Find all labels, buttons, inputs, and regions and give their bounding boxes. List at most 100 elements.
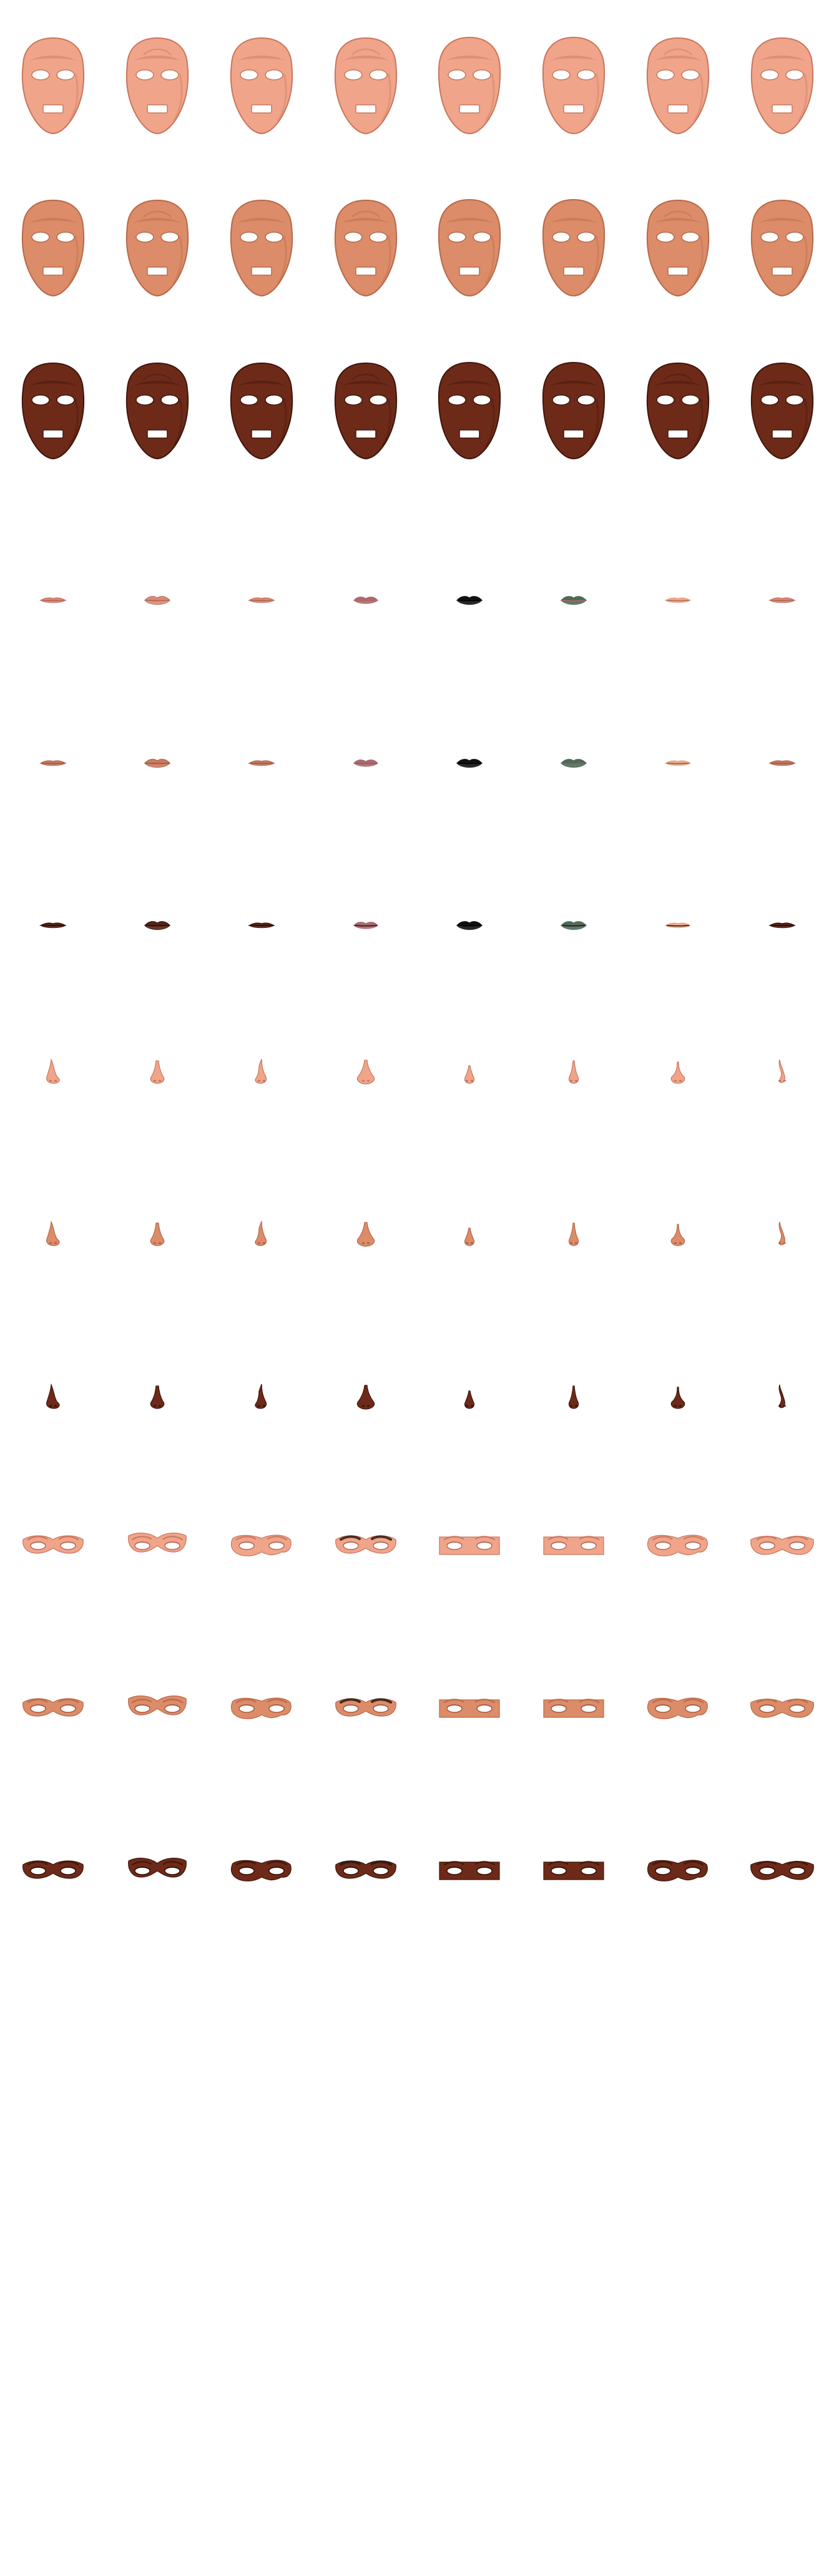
face-tile — [21, 361, 86, 460]
nose-shape — [356, 1222, 375, 1247]
mouth-hole — [355, 266, 376, 276]
nose-shape — [464, 1390, 475, 1409]
lips-graphic — [248, 597, 275, 603]
lips-shape — [456, 596, 483, 605]
lips-graphic — [560, 759, 587, 768]
nose-tile — [667, 1221, 689, 1248]
nose-shape — [670, 1387, 685, 1409]
mouth-hole — [667, 266, 689, 276]
lips-shape — [456, 759, 483, 768]
face-mask — [750, 199, 814, 297]
nose-tile — [146, 1221, 169, 1248]
nose-graphic — [255, 1221, 267, 1246]
lips-tile — [560, 757, 587, 769]
lips-shape — [768, 597, 796, 603]
nose-graphic — [464, 1227, 475, 1246]
lips-tile — [144, 757, 171, 769]
lips-tile — [768, 757, 796, 769]
nose-shape — [255, 1383, 267, 1409]
nose-shape — [356, 1385, 375, 1410]
eye-hole-left — [760, 232, 779, 243]
face-tile — [645, 361, 710, 460]
eye-hole-right — [785, 394, 804, 406]
face-graphic — [125, 37, 189, 135]
eye-hole-left — [448, 69, 466, 80]
eye-hole-right — [473, 69, 491, 80]
face-graphic — [646, 362, 710, 460]
face-graphic — [21, 37, 85, 135]
face-graphic — [230, 37, 293, 135]
face-mask — [438, 361, 501, 460]
eyes-tile — [333, 1692, 398, 1724]
face-mask — [542, 198, 606, 297]
nose-graphic — [778, 1221, 787, 1246]
eye-hole-right — [785, 69, 804, 80]
face-mask — [230, 362, 293, 460]
lips-graphic — [768, 922, 796, 929]
lips-shape — [664, 597, 692, 603]
nose-shape — [46, 1383, 60, 1409]
eyes-graphic — [647, 1697, 708, 1719]
eye-hole-left — [344, 232, 363, 243]
eyes-tile — [437, 1855, 502, 1886]
face-mask — [125, 37, 189, 135]
face-graphic — [125, 199, 189, 297]
eyes-shape — [543, 1536, 604, 1555]
eye-hole-left — [31, 69, 50, 80]
eyes-graphic — [543, 1536, 604, 1555]
eyes-tile — [229, 1855, 294, 1886]
face-mask — [125, 362, 189, 460]
face-mask — [334, 362, 398, 460]
eyes-shape — [230, 1697, 292, 1719]
nose-tile — [562, 1221, 585, 1248]
lips-shape — [248, 760, 275, 766]
nose-graphic — [356, 1060, 375, 1085]
face-graphic — [438, 361, 501, 460]
lips-shape — [144, 759, 171, 768]
lips-graphic — [768, 760, 796, 766]
eye-hole-right — [473, 394, 491, 406]
eye-hole-right — [160, 232, 179, 243]
eye-hole-left — [240, 394, 258, 406]
nose-shape — [568, 1060, 579, 1084]
eyes-graphic — [230, 1697, 292, 1719]
eye-hole-left — [344, 69, 363, 80]
lips-shape — [144, 921, 171, 930]
face-tile — [645, 198, 710, 297]
eyes-graphic — [647, 1534, 708, 1556]
nose-graphic — [46, 1058, 60, 1084]
face-graphic — [542, 36, 606, 135]
nose-shape — [255, 1058, 267, 1084]
lips-tile — [352, 757, 380, 769]
nose-tile — [771, 1221, 793, 1248]
face-graphic — [438, 198, 501, 297]
lips-shape — [560, 921, 587, 930]
eye-hole-right — [265, 69, 283, 80]
lips-shape — [560, 596, 587, 605]
face-tile — [229, 198, 294, 297]
nose-graphic — [356, 1385, 375, 1410]
face-mask — [21, 362, 85, 460]
nose-shape — [356, 1060, 375, 1085]
mouth-hole — [563, 429, 584, 439]
lips-tile — [248, 757, 275, 769]
eyes-shape — [439, 1861, 500, 1880]
eye-hole-right — [265, 394, 283, 406]
lips-tile — [560, 594, 587, 607]
lips-shape — [768, 922, 796, 929]
lips-tile — [248, 919, 275, 932]
eyes-tile — [645, 1530, 710, 1561]
nose-shape — [568, 1385, 579, 1409]
lips-shape — [664, 760, 692, 766]
eyes-graphic — [230, 1860, 292, 1881]
eyes-tile — [541, 1530, 606, 1561]
eyes-graphic — [543, 1699, 604, 1718]
eyes-shape — [647, 1697, 708, 1719]
face-tile — [750, 198, 815, 297]
eyes-tile — [437, 1530, 502, 1561]
eyes-shape — [750, 1699, 814, 1718]
lips-shape — [768, 760, 796, 766]
eyes-shape — [335, 1535, 396, 1554]
eye-hole-left — [135, 232, 154, 243]
eyes-graphic — [22, 1698, 84, 1717]
